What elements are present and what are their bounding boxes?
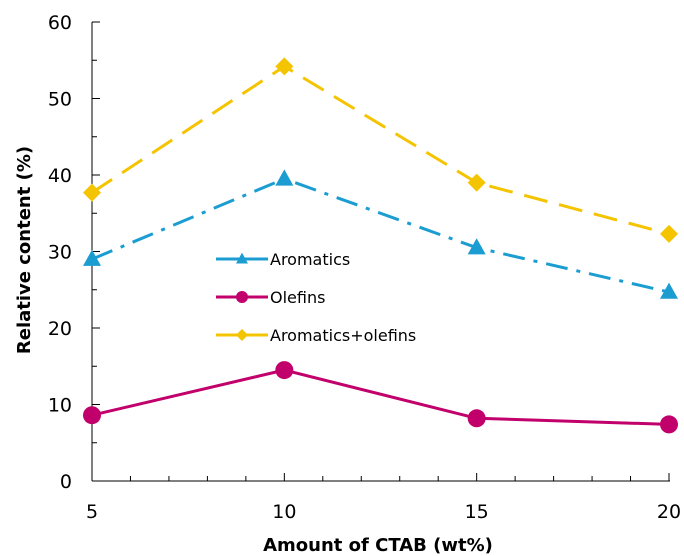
y-tick-label: 60 [48, 12, 72, 34]
data-point [83, 183, 101, 202]
legend-item: Aromatics [216, 250, 350, 269]
series-line [91, 368, 670, 426]
data-point [83, 249, 101, 266]
data-point [467, 409, 486, 428]
y-tick-label: 30 [48, 242, 72, 264]
data-point [467, 173, 486, 192]
data-point [275, 57, 294, 76]
axes: 0 10 20 30 40 50 60 5 10 15 20 [48, 12, 681, 523]
legend-label: Olefins [270, 288, 325, 307]
y-tick-label: 40 [48, 165, 72, 187]
data-point [83, 406, 101, 425]
y-tick-label: 20 [48, 318, 72, 340]
legend-marker [236, 252, 248, 264]
legend-item: Olefins [216, 288, 325, 307]
series-line [91, 64, 670, 236]
x-tick-label: 10 [272, 501, 296, 523]
legend-label: Aromatics [270, 250, 350, 269]
data-point [660, 282, 678, 299]
series-line [91, 177, 670, 294]
data-point [467, 238, 486, 255]
y-axis-title: Relative content (%) [14, 146, 35, 354]
x-axis-title: Amount of CTAB (wt%) [263, 535, 493, 556]
legend-label: Aromatics+olefins [270, 326, 416, 345]
series-layer [83, 57, 678, 434]
legend-marker [236, 291, 248, 303]
series-olefins [83, 361, 678, 434]
data-point [275, 361, 294, 380]
data-point [660, 224, 678, 243]
series-aromatics-olefins [83, 57, 678, 243]
y-tick-label: 50 [48, 89, 72, 111]
legend: Aromatics Olefins Aromatics+olefins [216, 250, 416, 345]
x-tick-label: 20 [657, 501, 681, 523]
data-point [660, 415, 678, 434]
legend-item: Aromatics+olefins [216, 326, 416, 345]
y-tick-label: 0 [60, 471, 72, 493]
data-point [275, 169, 294, 186]
x-tick-label: 15 [465, 501, 489, 523]
series-aromatics [83, 169, 678, 299]
y-tick-label: 10 [48, 395, 72, 417]
legend-marker [236, 329, 248, 341]
x-tick-label: 5 [86, 501, 98, 523]
